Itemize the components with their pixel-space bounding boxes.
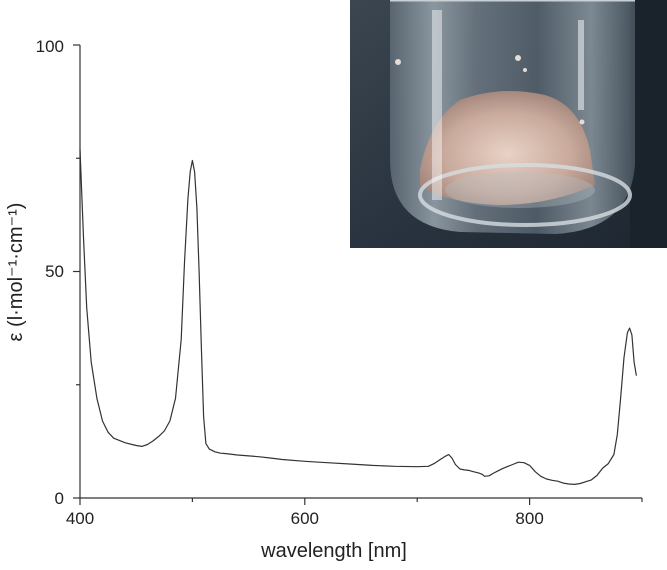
y-axis-title: ε (l·mol⁻¹·cm⁻¹) [5,203,27,342]
series-line [79,149,637,485]
vial-bottom-inner [445,172,595,208]
glass-highlight-right [578,20,584,110]
x-tick-label-400: 400 [66,509,94,528]
photo-right-shadow [630,0,667,248]
speck-1 [515,55,521,61]
speck-4 [579,119,585,125]
ticks [73,44,643,505]
x-tick-label-600: 600 [291,509,319,528]
speck-3 [395,59,401,65]
tick-labels: 400 600 800 0 50 100 [36,37,544,528]
x-tick-label-800: 800 [515,509,543,528]
vial-photo-image [350,0,667,248]
x-axis-title: wavelength [nm] [260,540,407,562]
y-tick-label-0: 0 [55,489,64,508]
vial-bottom-rim [418,163,632,227]
speck-2 [523,68,527,72]
crystal-pile [420,91,595,205]
photo-inset [350,0,667,248]
y-tick-label-100: 100 [36,37,64,56]
glass-highlight-left [432,10,442,200]
y-tick-label-50: 50 [45,262,64,281]
